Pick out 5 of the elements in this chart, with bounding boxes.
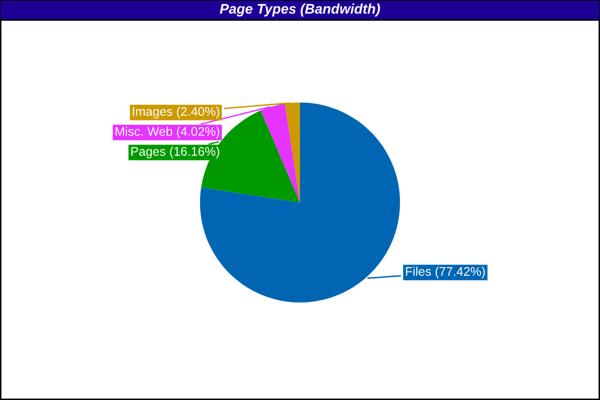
slice-label: Images (2.40%) — [132, 106, 220, 118]
chart-title: Page Types (Bandwidth) — [220, 4, 380, 16]
slice-label: Pages (16.16%) — [131, 146, 220, 158]
slice-label: Files (77.42%) — [406, 266, 485, 278]
slice-label: Misc. Web (4.02%) — [116, 126, 220, 138]
